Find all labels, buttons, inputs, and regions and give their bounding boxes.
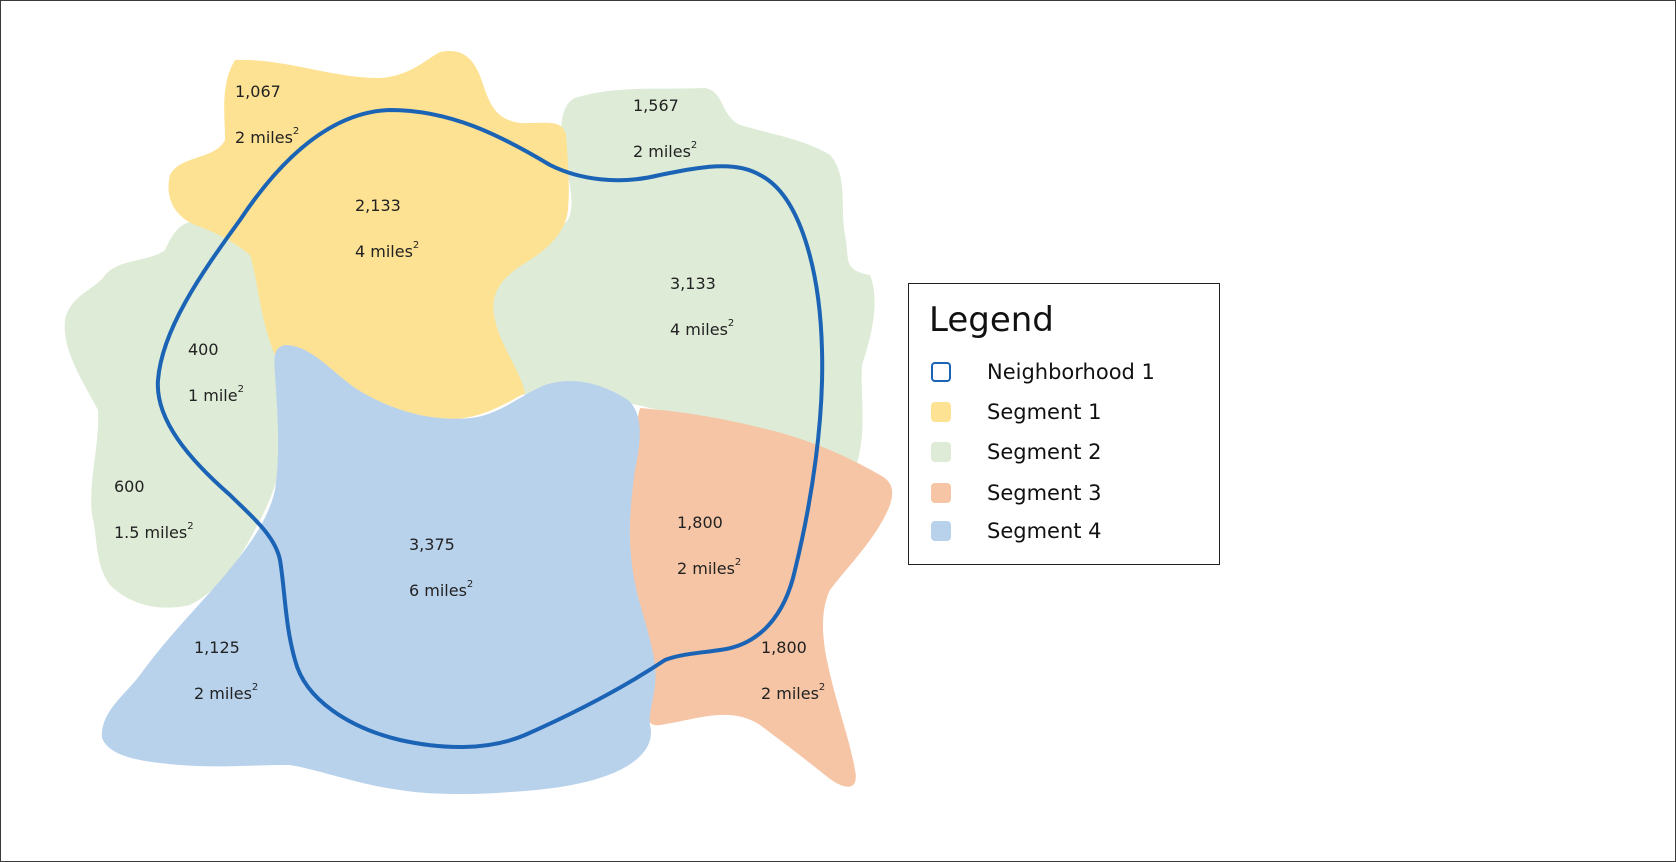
population-value: 600 (114, 477, 145, 496)
area-value: 2 miles2 (677, 557, 742, 578)
region-segment4 (101, 345, 656, 795)
legend-label: Segment 1 (987, 400, 1102, 424)
population-value: 1,125 (194, 638, 240, 657)
legend-item-segment-2: Segment 2 (931, 439, 1102, 465)
region-segment1 (168, 50, 569, 420)
population-value: 1,567 (633, 96, 679, 115)
segment2-swatch-icon (931, 442, 951, 462)
population-value: 3,375 (409, 535, 455, 554)
legend-item-segment-4: Segment 4 (931, 518, 1102, 544)
neighborhood-swatch-icon (931, 362, 951, 382)
region-label-segment3-b: 1,800 2 miles2 (761, 640, 825, 702)
region-label-segment2-b: 3,133 4 miles2 (670, 276, 734, 338)
population-value: 1,800 (677, 513, 723, 532)
region-label-segment1-a: 1,067 2 miles2 (235, 84, 299, 146)
region-label-segment2-d: 600 1.5 miles2 (114, 479, 194, 541)
area-value: 1.5 miles2 (114, 521, 194, 542)
area-value: 6 miles2 (409, 579, 474, 600)
legend-label: Neighborhood 1 (987, 360, 1155, 384)
population-value: 3,133 (670, 274, 716, 293)
region-segment2-left (64, 221, 287, 608)
neighborhood-1-outline (155, 107, 825, 749)
segment3-swatch-icon (931, 483, 951, 503)
area-value: 4 miles2 (355, 240, 420, 261)
population-value: 2,133 (355, 196, 401, 215)
map-legend: Legend Neighborhood 1 Segment 1 Segment … (908, 283, 1220, 565)
region-segment3 (623, 408, 893, 787)
region-label-segment2-a: 1,567 2 miles2 (633, 98, 697, 160)
area-value: 1 mile2 (188, 384, 244, 405)
region-segment2-right (487, 88, 875, 470)
region-label-segment2-c: 400 1 mile2 (188, 342, 244, 404)
population-value: 1,067 (235, 82, 281, 101)
legend-label: Segment 3 (987, 481, 1102, 505)
population-value: 1,800 (761, 638, 807, 657)
area-value: 4 miles2 (670, 318, 735, 339)
legend-title: Legend (929, 300, 1054, 340)
segment4-swatch-icon (931, 521, 951, 541)
legend-item-neighborhood-1: Neighborhood 1 (931, 359, 1155, 385)
legend-label: Segment 4 (987, 519, 1102, 543)
area-value: 2 miles2 (194, 682, 259, 703)
legend-item-segment-3: Segment 3 (931, 480, 1102, 506)
region-label-segment4-a: 3,375 6 miles2 (409, 537, 473, 599)
region-label-segment4-b: 1,125 2 miles2 (194, 640, 258, 702)
area-value: 2 miles2 (761, 682, 826, 703)
area-value: 2 miles2 (235, 126, 300, 147)
area-value: 2 miles2 (633, 140, 698, 161)
region-label-segment1-b: 2,133 4 miles2 (355, 198, 419, 260)
segment1-swatch-icon (931, 402, 951, 422)
legend-item-segment-1: Segment 1 (931, 399, 1102, 425)
legend-label: Segment 2 (987, 440, 1102, 464)
region-label-segment3-a: 1,800 2 miles2 (677, 515, 741, 577)
population-value: 400 (188, 340, 219, 359)
